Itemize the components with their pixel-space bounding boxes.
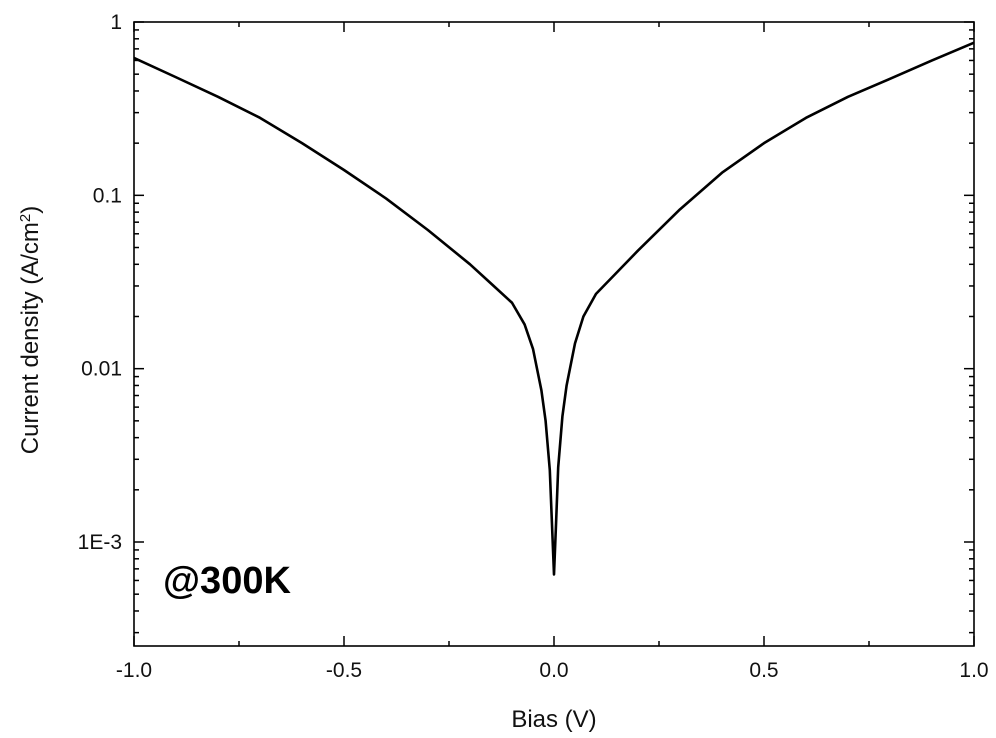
axis-ticks (133, 21, 975, 646)
x-tick-label: -1.0 (116, 659, 152, 682)
y-axis-title-main: Current density (A/cm (17, 222, 44, 454)
x-tick-label: -0.5 (326, 659, 362, 682)
y-tick-label: 0.01 (81, 358, 122, 381)
x-axis-title: Bias (V) (511, 706, 596, 733)
x-tick-labels: -1.0 -0.5 0.0 0.5 1.0 (116, 659, 989, 682)
y-axis-title-superscript: 2 (17, 214, 34, 222)
series-line (133, 41, 975, 576)
y-tick-label: 1E-3 (78, 531, 122, 554)
y-tick-label: 1 (110, 11, 122, 34)
y-axis-title: Current density (A/cm2) (17, 206, 45, 454)
y-tick-label: 0.1 (93, 184, 122, 207)
x-tick-label: 0.5 (749, 659, 778, 682)
temperature-annotation: @300K (163, 560, 291, 602)
y-axis-title-suffix: ) (17, 206, 44, 214)
y-tick-labels: 1 0.1 0.01 1E-3 (78, 11, 122, 554)
x-tick-label: 0.0 (539, 659, 568, 682)
x-tick-label: 1.0 (959, 659, 988, 682)
